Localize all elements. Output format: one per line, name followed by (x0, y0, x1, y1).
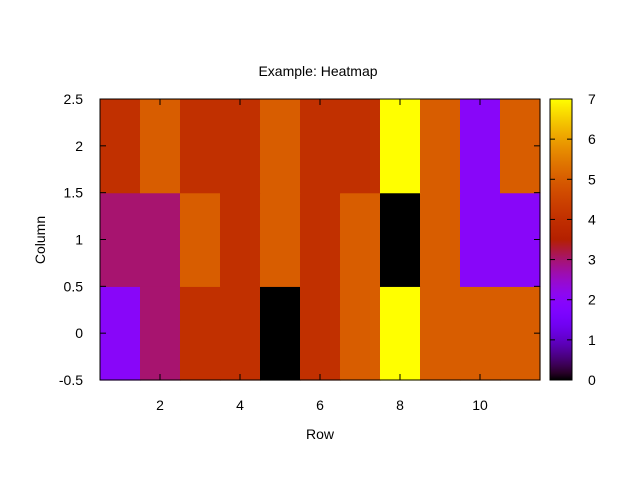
colorbar-tick-label: 2 (588, 292, 596, 308)
y-tick-label: 0.5 (64, 278, 84, 294)
y-tick-label: 2.5 (64, 91, 84, 107)
heatmap-cell (140, 286, 181, 381)
heatmap-cell (100, 192, 141, 287)
x-tick-label: 2 (156, 397, 164, 413)
heatmap-cell (420, 286, 461, 381)
heatmap-cell (500, 286, 541, 381)
y-tick-label: 2 (75, 138, 83, 154)
y-axis-ticks: -0.5 0 0.5 1 1.5 2 2.5 (59, 91, 540, 388)
heatmap-cell (180, 192, 221, 287)
y-tick-label: 1.5 (64, 185, 84, 201)
heatmap-cell (300, 192, 341, 287)
heatmap-cell (380, 192, 421, 287)
heatmap-cell (460, 286, 501, 381)
heatmap-cell (220, 192, 261, 287)
x-tick-label: 8 (396, 397, 404, 413)
heatmap-cells (100, 99, 541, 381)
heatmap-cell (420, 192, 461, 287)
heatmap-cell (500, 192, 541, 287)
heatmap-cell (100, 99, 141, 194)
colorbar-tick-label: 0 (588, 372, 596, 388)
heatmap-cell (260, 286, 301, 381)
colorbar-tick-label: 1 (588, 332, 596, 348)
x-tick-label: 10 (472, 397, 488, 413)
heatmap-cell (220, 99, 261, 194)
heatmap-cell (340, 99, 381, 194)
x-axis-label: Row (306, 426, 335, 442)
heatmap-cell (380, 99, 421, 194)
colorbar-tick-label: 3 (588, 252, 596, 268)
heatmap-cell (300, 99, 341, 194)
y-axis-label: Column (32, 216, 48, 264)
heatmap-cell (420, 99, 461, 194)
heatmap-cell (340, 192, 381, 287)
heatmap-cell (460, 99, 501, 194)
x-tick-label: 4 (236, 397, 244, 413)
heatmap-cell (340, 286, 381, 381)
heatmap-cell (260, 192, 301, 287)
colorbar-tick-label: 6 (588, 131, 596, 147)
colorbar-tick-label: 7 (588, 91, 596, 107)
heatmap-cell (140, 192, 181, 287)
x-axis-ticks: 2 4 6 8 10 (156, 99, 488, 413)
colorbar-tick-label: 4 (588, 211, 596, 227)
heatmap-cell (140, 99, 181, 194)
x-tick-label: 6 (316, 397, 324, 413)
heatmap-cell (260, 99, 301, 194)
y-tick-label: 1 (75, 232, 83, 248)
heatmap-cell (300, 286, 341, 381)
y-tick-label: -0.5 (59, 372, 83, 388)
heatmap-cell (500, 99, 541, 194)
colorbar-ticks: 0 1 2 3 4 5 6 7 (550, 91, 596, 388)
colorbar (549, 98, 573, 381)
heatmap-cell (460, 192, 501, 287)
heatmap-cell (100, 286, 141, 381)
heatmap-cell (180, 286, 221, 381)
heatmap-cell (380, 286, 421, 381)
heatmap-cell (220, 286, 261, 381)
colorbar-tick-label: 5 (588, 171, 596, 187)
y-tick-label: 0 (75, 325, 83, 341)
chart-title: Example: Heatmap (258, 63, 377, 79)
heatmap-cell (180, 99, 221, 194)
